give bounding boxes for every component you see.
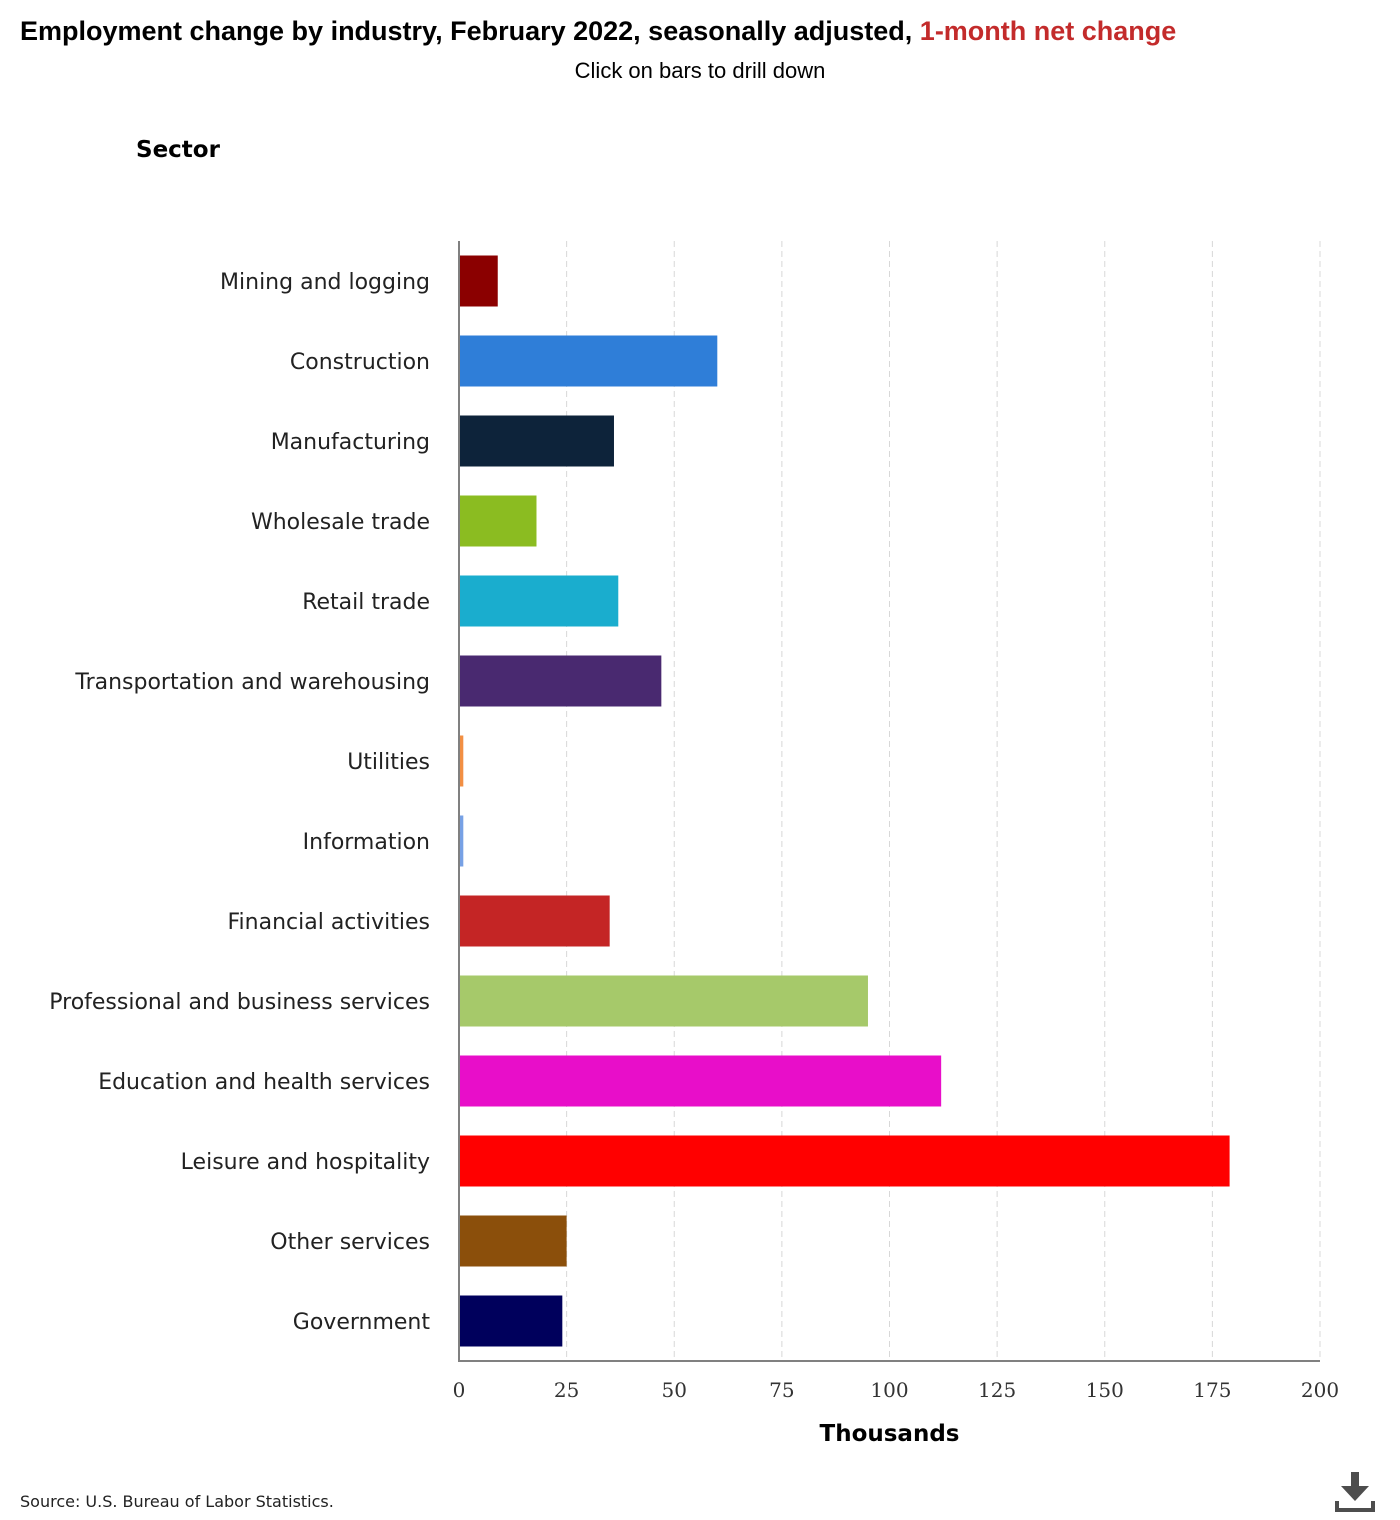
bar-professional-and-business-services[interactable] [459,975,868,1027]
x-tick-label: 125 [978,1378,1016,1402]
category-label: Professional and business services [49,990,430,1015]
y-axis-title: Sector [136,137,220,163]
bar-manufacturing[interactable] [459,415,614,467]
chart-title: Employment change by industry, February … [20,16,1176,47]
bar-utilities[interactable] [459,735,464,787]
bar-leisure-and-hospitality[interactable] [459,1135,1230,1187]
bar-transportation-and-warehousing[interactable] [459,655,662,707]
x-tick-label: 25 [554,1378,579,1402]
chart-title-highlight: 1-month net change [919,16,1177,46]
bar-retail-trade[interactable] [459,575,619,627]
bar-education-and-health-services[interactable] [459,1055,942,1107]
bar-other-services[interactable] [459,1215,567,1267]
category-label: Government [293,1310,431,1335]
download-icon[interactable] [1333,1470,1377,1516]
category-label: Information [303,830,430,855]
source-note: Source: U.S. Bureau of Labor Statistics. [20,1492,334,1511]
category-label: Utilities [347,750,430,775]
x-tick-label: 175 [1193,1378,1231,1402]
x-tick-label: 0 [453,1378,466,1402]
category-label: Education and health services [98,1070,430,1095]
x-tick-label: 75 [769,1378,794,1402]
bar-financial-activities[interactable] [459,895,610,947]
bar-information[interactable] [459,815,464,867]
bar-wholesale-trade[interactable] [459,495,537,547]
category-label: Other services [270,1230,430,1255]
x-axis-title: Thousands [820,1421,960,1447]
x-tick-label: 200 [1301,1378,1339,1402]
bar-mining-and-logging[interactable] [459,255,498,307]
x-tick-label: 150 [1086,1378,1124,1402]
bar-government[interactable] [459,1295,563,1347]
category-label: Wholesale trade [251,510,430,535]
category-label: Leisure and hospitality [181,1150,430,1175]
bar-construction[interactable] [459,335,718,387]
chart-subtitle: Click on bars to drill down [574,58,826,83]
category-label: Manufacturing [271,430,430,455]
category-label: Financial activities [227,910,430,935]
category-label: Retail trade [302,590,430,615]
category-label: Transportation and warehousing [74,670,430,695]
chart-title-main: Employment change by industry, February … [20,16,920,46]
category-label: Construction [290,350,430,375]
category-label: Mining and logging [220,270,430,295]
x-tick-label: 50 [662,1378,687,1402]
x-tick-label: 100 [870,1378,908,1402]
